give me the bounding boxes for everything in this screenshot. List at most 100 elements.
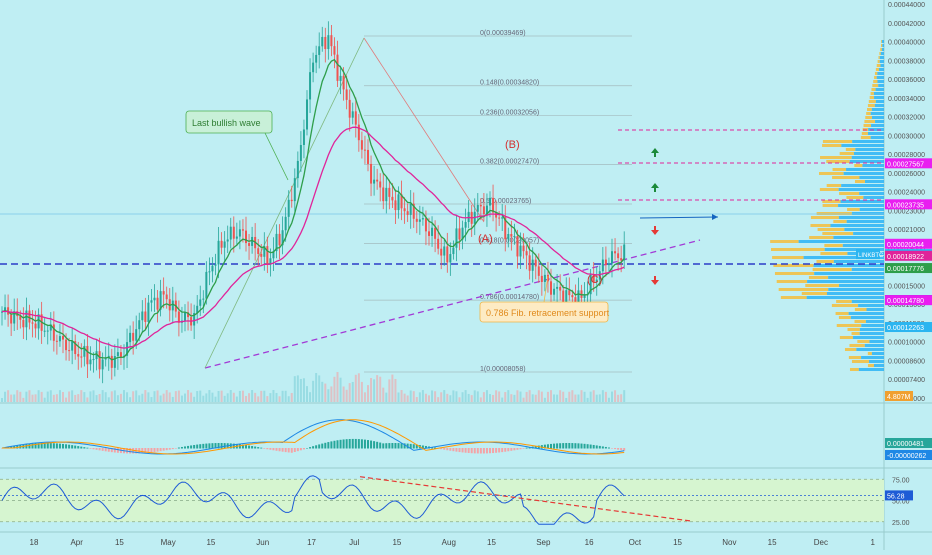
- volume-bar: [107, 397, 110, 402]
- macd-histogram-bar: [205, 443, 208, 449]
- macd-histogram-bar: [452, 448, 455, 452]
- volume-bar: [174, 391, 177, 402]
- macd-histogram-bar: [101, 448, 104, 451]
- candle-body: [74, 341, 77, 355]
- volume-profile-bar-buy: [879, 56, 884, 59]
- time-tick-label: 17: [307, 538, 316, 547]
- macd-histogram-bar: [565, 443, 568, 449]
- candle-body: [52, 324, 55, 341]
- candle-body: [248, 243, 251, 246]
- candle-body: [479, 204, 482, 207]
- candle-body: [440, 248, 443, 256]
- candle-body: [217, 240, 220, 265]
- candle-body: [507, 234, 510, 240]
- volume-bar: [452, 390, 455, 402]
- volume-bar: [235, 396, 238, 402]
- price-tick-label: 0.00028000: [888, 152, 925, 159]
- volume-bar: [336, 372, 339, 402]
- macd-histogram-bar: [623, 448, 626, 451]
- volume-profile-bar-sell: [776, 280, 808, 283]
- volume-bar: [28, 390, 31, 402]
- rsi-band: [0, 479, 884, 522]
- volume-profile-bar-sell: [772, 256, 804, 259]
- candle-body: [226, 239, 229, 242]
- volume-bar: [440, 392, 443, 402]
- time-tick-label: 18: [30, 538, 39, 547]
- macd-histogram-bar: [116, 448, 119, 453]
- volume-bar: [110, 391, 113, 402]
- volume-bar: [562, 391, 565, 402]
- volume-profile-bar-buy: [855, 148, 884, 151]
- candle-body: [119, 352, 122, 358]
- volume-profile-bar-buy: [880, 52, 884, 55]
- volume-profile-bar-sell: [881, 40, 882, 43]
- candle-body: [376, 179, 379, 182]
- volume-bar: [1, 398, 3, 402]
- volume-profile-bar-sell: [822, 200, 841, 203]
- macd-histogram-bar: [327, 442, 330, 449]
- volume-bar: [623, 390, 626, 402]
- candle-body: [415, 218, 418, 222]
- volume-profile-bar-sell: [875, 68, 880, 71]
- macd-histogram-bar: [278, 448, 281, 452]
- macd-histogram-bar: [107, 448, 110, 452]
- volume-bar: [354, 374, 357, 402]
- volume-profile-bar-sell: [872, 84, 879, 87]
- macd-histogram-bar: [604, 446, 607, 449]
- volume-bar: [180, 395, 183, 402]
- macd-histogram-bar: [312, 446, 315, 449]
- candle-body: [260, 253, 263, 257]
- candle-body: [101, 359, 104, 370]
- macd-tag-text: -0.00000262: [887, 453, 926, 460]
- macd-histogram-bar: [302, 448, 305, 450]
- macd-histogram-bar: [46, 443, 49, 449]
- candle-body: [31, 322, 34, 324]
- candle-body: [351, 111, 354, 118]
- macd-histogram-bar: [534, 446, 537, 449]
- candle-body: [153, 297, 156, 301]
- macd-histogram-bar: [31, 443, 34, 449]
- candle-body: [397, 194, 400, 211]
- candle-body: [385, 187, 388, 202]
- macd-histogram-bar: [367, 440, 369, 449]
- ema-fast-line: [1, 58, 625, 361]
- volume-profile-bar-buy: [875, 100, 884, 103]
- time-tick-label: 15: [487, 538, 496, 547]
- volume-bar: [513, 394, 516, 402]
- candle-body: [559, 286, 562, 291]
- volume-bar: [385, 392, 388, 402]
- macd-histogram-bar: [104, 448, 107, 452]
- volume-bar: [614, 390, 617, 402]
- volume-profile-bar-buy: [824, 248, 884, 251]
- volume-bar: [281, 390, 284, 402]
- macd-histogram-bar: [391, 443, 394, 449]
- candle-body: [83, 345, 86, 357]
- candle-body: [235, 236, 238, 239]
- candle-body: [513, 236, 516, 238]
- time-tick-label: 16: [585, 538, 594, 547]
- macd-histogram-bar: [260, 447, 263, 449]
- volume-bar: [306, 386, 308, 402]
- volume-profile-bar-sell: [867, 108, 872, 111]
- macd-histogram-bar: [275, 448, 278, 451]
- macd-histogram-bar: [376, 441, 379, 449]
- volume-bar: [211, 392, 214, 402]
- volume-profile-bar-buy: [864, 344, 884, 347]
- candle-body: [510, 234, 513, 237]
- price-tag-box: [885, 158, 932, 169]
- macd-histogram-bar: [357, 439, 360, 449]
- volume-bar: [510, 394, 513, 402]
- candle-body: [431, 227, 434, 236]
- volume-profile-bar-sell: [836, 300, 852, 303]
- candle-body: [391, 196, 394, 201]
- macd-histogram-bar: [257, 447, 260, 449]
- rsi-level-label: 25.00: [892, 520, 910, 527]
- volume-bar: [223, 395, 226, 402]
- down-arrow-icon: [651, 226, 659, 235]
- candle-body: [601, 259, 604, 272]
- rsi-level-label: 75.00: [892, 477, 910, 484]
- price-tag-text: 0.00012263: [887, 325, 924, 332]
- volume-bar: [147, 392, 150, 402]
- time-tick-label: Dec: [814, 538, 828, 547]
